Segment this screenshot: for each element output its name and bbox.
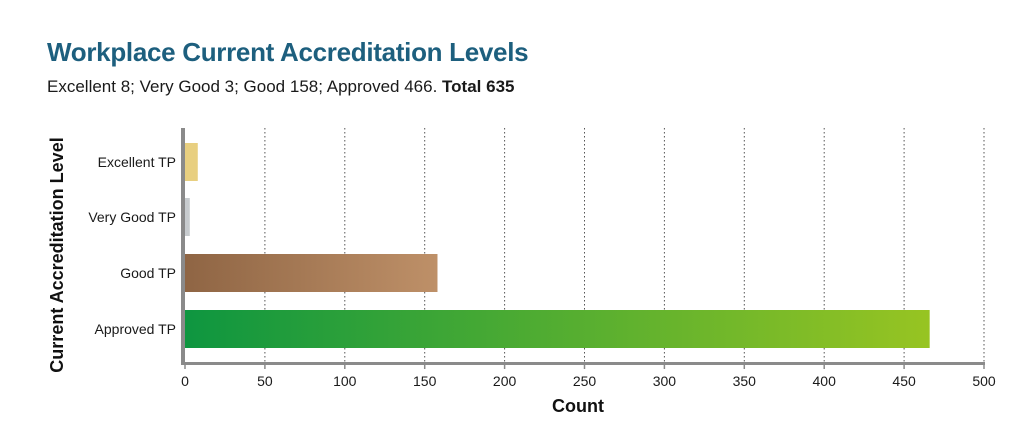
- x-tick-label: 350: [733, 373, 757, 389]
- x-axis-title: Count: [552, 396, 604, 416]
- bar-good-tp: [185, 254, 438, 292]
- bar-excellent-tp: [185, 143, 198, 181]
- chart-title: Workplace Current Accreditation Levels: [47, 37, 529, 67]
- tick-labels: 0 50 100 150 200 250 300 350 400 450 500: [181, 373, 996, 389]
- subtitle-total: Total 635: [442, 77, 515, 96]
- x-axis-line: [181, 362, 985, 365]
- y-axis-title: Current Accreditation Level: [47, 137, 67, 372]
- y-axis-line: [181, 128, 185, 364]
- x-tick-label: 400: [813, 373, 837, 389]
- x-tick-label: 250: [573, 373, 597, 389]
- chart-subtitle: Excellent 8; Very Good 3; Good 158; Appr…: [47, 77, 514, 97]
- x-tick-label: 150: [413, 373, 437, 389]
- x-tick-label: 100: [333, 373, 357, 389]
- subtitle-counts: Excellent 8; Very Good 3; Good 158; Appr…: [47, 77, 443, 96]
- axes: [181, 128, 985, 369]
- category-label: Approved TP: [95, 321, 176, 337]
- gridlines: [264, 128, 985, 362]
- category-label: Very Good TP: [88, 209, 176, 225]
- x-tick-label: 500: [972, 373, 996, 389]
- bar-very-good-tp: [185, 198, 190, 236]
- bar-approved-tp: [185, 310, 930, 348]
- x-tick-label: 0: [181, 373, 189, 389]
- x-tick-label: 200: [493, 373, 517, 389]
- category-label: Good TP: [120, 265, 176, 281]
- bars: [185, 143, 930, 348]
- x-tick-label: 300: [653, 373, 677, 389]
- x-tick-label: 50: [257, 373, 273, 389]
- category-labels: Excellent TP Very Good TP Good TP Approved …: [88, 154, 176, 337]
- x-tick-label: 450: [892, 373, 916, 389]
- category-label: Excellent TP: [98, 154, 176, 170]
